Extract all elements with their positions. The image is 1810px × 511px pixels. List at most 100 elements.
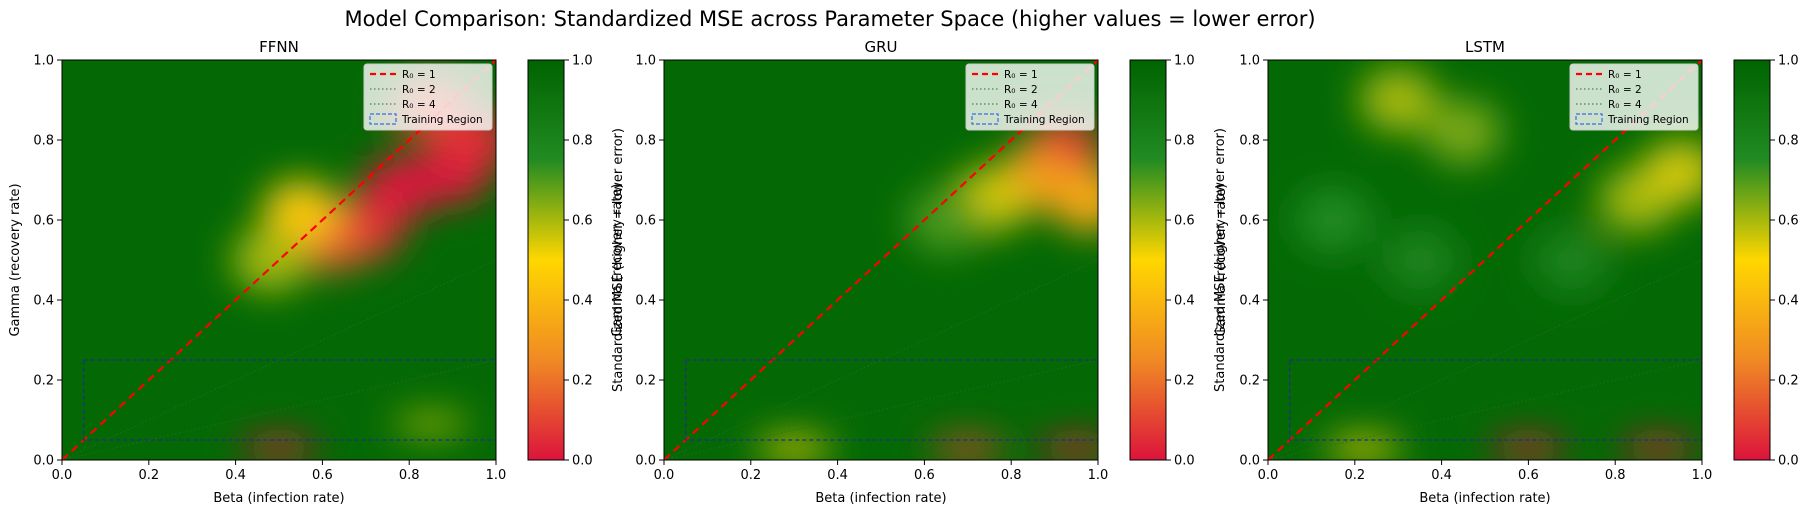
axes-frame: [663, 59, 1099, 461]
y-tick-label: 1.0: [635, 54, 656, 69]
figure-suptitle: Model Comparison: Standardized MSE acros…: [344, 7, 1315, 31]
panel-title: LSTM: [1465, 38, 1505, 56]
y-tick-label: 1.0: [1239, 54, 1260, 69]
x-tick-label: 1.0: [1692, 468, 1713, 483]
heatmap-region: [929, 438, 1006, 458]
legend-entry: R₀ = 1: [1004, 69, 1038, 81]
x-tick-label: 0.6: [312, 468, 333, 483]
x-tick-label: 0.2: [740, 468, 761, 483]
colorbar-tick-label: 0.8: [1174, 134, 1195, 149]
colorbar-tick-label: 0.4: [572, 294, 593, 309]
heatmap-region: [1038, 438, 1098, 458]
legend: R₀ = 1 R₀ = 2 R₀ = 4 Training Region: [965, 63, 1095, 131]
heatmap-region: [1620, 438, 1697, 458]
colorbar-label: Standardized MSE (higher = lower error): [611, 128, 626, 392]
x-tick-label: 0.8: [1001, 468, 1022, 483]
x-tick-label: 0.0: [52, 468, 73, 483]
x-tick-label: 0.8: [399, 468, 420, 483]
y-tick-label: 0.6: [1239, 214, 1260, 229]
axes-frame: [61, 59, 497, 461]
y-tick-label: 0.4: [635, 294, 656, 309]
legend-entry: R₀ = 2: [1004, 84, 1038, 96]
y-tick-label: 0.8: [1239, 134, 1260, 149]
heatmap-region: [1642, 140, 1702, 204]
colorbar-tick-label: 1.0: [1778, 54, 1799, 69]
legend-swatch: [971, 113, 999, 125]
y-tick-label: 0.8: [33, 134, 54, 149]
axes-frame: [1267, 59, 1703, 461]
heatmap-region: [1295, 188, 1372, 252]
panel-gru: GRU 0.0 0.2 0.4 0.6 0.8 1.0 0.0 0.2 0.4 0.6 0.8 1.0 B…: [610, 38, 1228, 506]
legend-entry: Training Region: [401, 114, 483, 126]
legend-entry: Training Region: [1607, 114, 1689, 126]
y-tick-label: 0.4: [1239, 294, 1260, 309]
y-tick-label: 0.0: [635, 454, 656, 469]
colorbar-label: Standardized MSE (higher = lower error): [1213, 128, 1228, 392]
x-tick-label: 0.4: [1431, 468, 1452, 483]
colorbar-tick-label: 0.4: [1778, 294, 1799, 309]
training-region: [1289, 359, 1702, 441]
colorbar-tick-label: 0.2: [1174, 374, 1195, 389]
panel-title: GRU: [864, 38, 897, 56]
x-tick-label: 0.0: [1258, 468, 1279, 483]
colorbar-tick-label: 1.0: [1174, 54, 1195, 69]
heatmap-region: [1325, 438, 1402, 458]
legend-entry: R₀ = 4: [1608, 99, 1642, 111]
panel-ffnn: FFNN 0.0 0.2 0.4 0.6 0.8 1.0 0.0 0.2 0.4 0.6 0.8 1.0…: [8, 38, 626, 506]
heatmap-region: [1533, 228, 1610, 292]
x-axis-label: Beta (infection rate): [213, 491, 344, 506]
legend-entry: R₀ = 2: [402, 84, 436, 96]
y-tick-label: 0.0: [33, 454, 54, 469]
colorbar-tick-label: 0.2: [572, 374, 593, 389]
legend-entry: R₀ = 2: [1608, 84, 1642, 96]
colorbar: [1733, 59, 1771, 461]
y-tick-label: 1.0: [33, 54, 54, 69]
x-axis-label: Beta (infection rate): [815, 491, 946, 506]
y-tick-label: 0.0: [1239, 454, 1260, 469]
x-axis-label: Beta (infection rate): [1419, 491, 1550, 506]
legend-swatch: [1575, 113, 1603, 125]
y-tick-label: 0.2: [635, 374, 656, 389]
heatmap-region: [756, 438, 833, 458]
x-tick-label: 0.6: [914, 468, 935, 483]
r0-line-1: [664, 60, 1098, 460]
y-tick-label: 0.4: [33, 294, 54, 309]
heatmap-region: [1425, 100, 1502, 164]
panel-lstm: LSTM 0.0 0.2 0.4 0.6 0.8 1.0 0.0 0.2 0.4 0.6 0.8 1.0…: [1214, 38, 1799, 506]
colorbar: [1129, 59, 1167, 461]
training-region: [685, 359, 1098, 441]
legend-swatch: [369, 113, 397, 125]
legend-entry: R₀ = 4: [402, 99, 436, 111]
y-tick-label: 0.6: [33, 214, 54, 229]
x-tick-label: 0.2: [1344, 468, 1365, 483]
legend: R₀ = 1 R₀ = 2 R₀ = 4 Training Region: [1569, 63, 1699, 131]
heatmap-region: [908, 188, 985, 252]
x-tick-label: 0.2: [138, 468, 159, 483]
heatmap-region: [232, 228, 309, 292]
r0-line-1: [62, 60, 496, 460]
colorbar-tick-label: 0.6: [572, 214, 593, 229]
x-tick-label: 0.6: [1518, 468, 1539, 483]
panels: FFNN 0.0 0.2 0.4 0.6 0.8 1.0 0.0 0.2 0.4 0.6 0.8 1.0…: [8, 38, 1799, 506]
legend-entry: R₀ = 1: [1608, 69, 1642, 81]
colorbar-tick-label: 0.8: [572, 134, 593, 149]
y-tick-label: 0.8: [635, 134, 656, 149]
colorbar-tick-label: 0.2: [1778, 374, 1799, 389]
x-tick-label: 0.0: [654, 468, 675, 483]
y-tick-label: 0.6: [635, 214, 656, 229]
y-tick-label: 0.2: [33, 374, 54, 389]
heatmap-region: [392, 414, 469, 434]
colorbar-tick-label: 0.4: [1174, 294, 1195, 309]
r0-line-1: [1268, 60, 1702, 460]
colorbar-tick-label: 1.0: [572, 54, 593, 69]
y-axis-label: Gamma (recovery rate): [8, 183, 23, 336]
colorbar-tick-label: 0.0: [572, 454, 593, 469]
colorbar: [527, 59, 565, 461]
colorbar-tick-label: 0.8: [1778, 134, 1799, 149]
legend: R₀ = 1 R₀ = 2 R₀ = 4 Training Region: [363, 63, 493, 131]
heatmap-region: [262, 180, 339, 244]
x-tick-label: 1.0: [1088, 468, 1109, 483]
x-tick-label: 1.0: [486, 468, 507, 483]
legend-entry: Training Region: [1003, 114, 1085, 126]
